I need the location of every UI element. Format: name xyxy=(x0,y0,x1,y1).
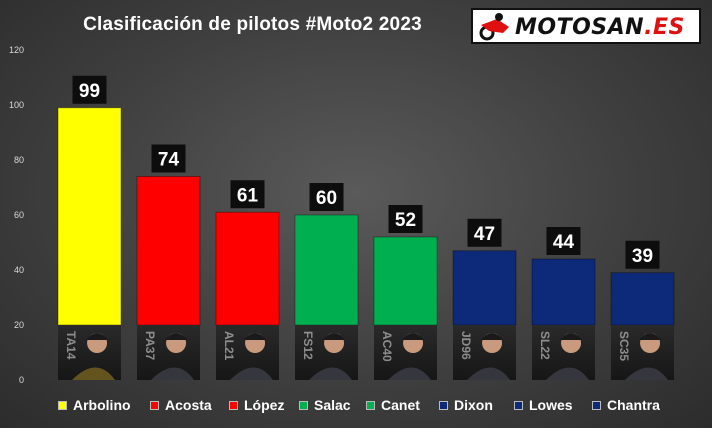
rider-silhouette xyxy=(467,367,510,380)
rider-silhouette xyxy=(151,367,194,380)
legend-label: Dixon xyxy=(454,397,493,413)
legend-swatch xyxy=(366,400,375,410)
rider-cap xyxy=(481,333,504,340)
rider-silhouette xyxy=(546,367,589,380)
y-tick-label: 60 xyxy=(14,210,24,220)
rider-code-label: AL21 xyxy=(222,331,236,361)
rider-silhouette xyxy=(72,367,115,380)
legend-item: Dixon xyxy=(439,396,493,414)
value-label: 99 xyxy=(79,81,100,102)
legend-swatch xyxy=(150,400,159,410)
value-label-bg xyxy=(72,75,107,104)
rider-code-label: AC40 xyxy=(380,331,394,362)
rider-silhouette xyxy=(625,367,668,380)
rider-code-label: PA37 xyxy=(143,331,157,360)
y-tick-label: 100 xyxy=(9,100,24,110)
value-label: 39 xyxy=(632,246,653,267)
value-label: 60 xyxy=(316,188,337,209)
value-label-bg xyxy=(546,227,581,255)
logo-suffix-text: .ES xyxy=(644,15,685,40)
legend-label: Acosta xyxy=(165,397,212,413)
value-label-bg xyxy=(309,183,344,211)
legend-item: Salac xyxy=(299,396,351,414)
legend-item: Chantra xyxy=(592,396,660,414)
bar-chart: 0 20 40 60 80 100 120 TA14 PA37 AL21 FS12 AC40 JD96… xyxy=(9,45,675,385)
legend-label: Salac xyxy=(314,397,351,413)
rider-silhouette xyxy=(230,367,273,380)
bar-lópez xyxy=(215,211,280,326)
legend-item: Arbolino xyxy=(58,396,131,414)
legend-item: Lowes xyxy=(514,396,573,414)
rider-cap xyxy=(244,333,267,340)
bar-arbolino xyxy=(57,107,122,326)
legend-label: Arbolino xyxy=(73,397,131,413)
rider-code-label: SL22 xyxy=(538,331,552,360)
bar-canet xyxy=(373,236,438,326)
chart-legend: Arbolino Acosta López Salac Canet Dixon Lowes C… xyxy=(0,396,712,414)
legend-label: Chantra xyxy=(607,397,660,413)
legend-item: López xyxy=(229,396,284,414)
legend-label: Lowes xyxy=(529,397,573,413)
legend-label: Canet xyxy=(381,397,420,413)
value-label-bg xyxy=(230,180,265,209)
bar-acosta xyxy=(136,176,201,326)
rider-code-label: TA14 xyxy=(64,331,78,360)
chart-title: Clasificación de pilotos #Moto2 2023 xyxy=(83,14,422,35)
rider-silhouette xyxy=(388,367,431,380)
value-label: 52 xyxy=(395,210,416,231)
legend-swatch xyxy=(439,400,448,410)
logo-main-text: MOTOSAN xyxy=(515,15,645,40)
y-tick-label: 40 xyxy=(14,265,24,275)
rider-cap xyxy=(639,333,662,340)
rider-cap xyxy=(323,333,346,340)
y-tick-label: 120 xyxy=(9,45,24,55)
rider-cap xyxy=(560,333,583,340)
legend-item: Acosta xyxy=(150,396,212,414)
y-tick-label: 20 xyxy=(14,320,24,330)
legend-swatch xyxy=(58,400,67,410)
legend-label: López xyxy=(244,397,285,413)
value-label-bg xyxy=(388,205,423,233)
value-label: 44 xyxy=(553,232,575,253)
y-tick-label: 0 xyxy=(19,375,24,385)
rider-code-label: SC35 xyxy=(617,331,631,361)
motosan-logo: MOTOSAN.ES xyxy=(471,8,701,44)
rider-cap xyxy=(165,333,188,340)
value-label: 74 xyxy=(158,150,180,171)
legend-item: Canet xyxy=(366,396,420,414)
motorbike-rider-icon xyxy=(479,13,509,41)
bar-dixon xyxy=(452,250,517,326)
rider-silhouette xyxy=(309,367,352,380)
bar-chantra xyxy=(610,272,675,326)
value-label: 61 xyxy=(237,185,259,206)
value-label-bg xyxy=(625,240,660,269)
logo-wordmark: MOTOSAN.ES xyxy=(515,15,685,40)
bar-lowes xyxy=(531,258,596,326)
y-tick-label: 80 xyxy=(14,155,24,165)
value-label-bg xyxy=(151,144,186,173)
rider-cap xyxy=(402,333,425,340)
rider-cap xyxy=(86,333,109,340)
value-label: 47 xyxy=(474,224,495,245)
legend-swatch xyxy=(299,400,308,410)
legend-swatch xyxy=(229,400,238,410)
rider-code-label: JD96 xyxy=(459,331,473,360)
rider-code-label: FS12 xyxy=(301,331,315,360)
value-label-bg xyxy=(467,218,502,247)
legend-swatch xyxy=(514,400,523,410)
legend-swatch xyxy=(592,400,601,410)
bar-salac xyxy=(294,214,359,326)
